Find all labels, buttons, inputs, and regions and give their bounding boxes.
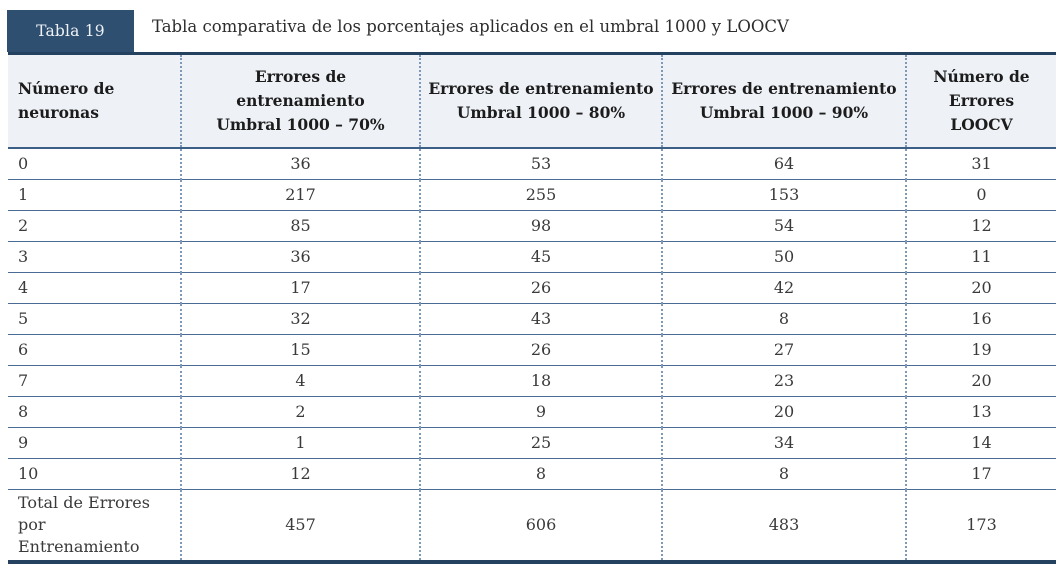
cell-errors-loocv: 14 xyxy=(905,427,1056,459)
header-line: LOOCV xyxy=(950,115,1013,134)
cell-errors-90: 27 xyxy=(661,334,906,366)
table-header: Número de neuronas Errores de entrenamie… xyxy=(8,53,1056,149)
header-line: Número de xyxy=(18,79,115,98)
header-neurons: Número de neuronas xyxy=(8,53,181,149)
cell-errors-80: 9 xyxy=(419,396,662,428)
table-total-row: Total de Errores por Entrenamiento 457 6… xyxy=(8,489,1056,562)
cell-errors-70: 4 xyxy=(180,365,420,397)
cell-errors-70: 85 xyxy=(180,210,420,242)
cell-errors-loocv: 20 xyxy=(905,272,1056,304)
cell-neurons: 7 xyxy=(8,365,181,397)
cell-neurons: 8 xyxy=(8,396,181,428)
header-errors-90: Errores de entrenamiento Umbral 1000 – 9… xyxy=(661,53,906,149)
cell-errors-70: 1 xyxy=(180,427,420,459)
cell-errors-90: 64 xyxy=(661,148,906,180)
cell-errors-70: 15 xyxy=(180,334,420,366)
cell-errors-90: 50 xyxy=(661,241,906,273)
table-row: 1 217 255 153 0 xyxy=(8,179,1056,211)
header-errors-70: Errores de entrenamiento Umbral 1000 – 7… xyxy=(180,53,420,149)
cell-neurons: 5 xyxy=(8,303,181,335)
table-number-label: Tabla 19 xyxy=(36,22,105,40)
cell-errors-loocv: 31 xyxy=(905,148,1056,180)
table-row: 7 4 18 23 20 xyxy=(8,365,1056,397)
header-line: Umbral 1000 – 70% xyxy=(216,115,385,134)
header-errors-loocv: Número de Errores LOOCV xyxy=(905,53,1056,149)
cell-errors-90: 34 xyxy=(661,427,906,459)
cell-neurons: 10 xyxy=(8,458,181,490)
cell-errors-80: 26 xyxy=(419,272,662,304)
cell-errors-70: 17 xyxy=(180,272,420,304)
table-row: 6 15 26 27 19 xyxy=(8,334,1056,366)
cell-errors-80: 8 xyxy=(419,458,662,490)
table-caption: Tabla comparativa de los porcentajes apl… xyxy=(152,16,789,36)
cell-errors-loocv: 12 xyxy=(905,210,1056,242)
header-line: Umbral 1000 – 90% xyxy=(699,103,869,122)
cell-errors-80: 43 xyxy=(419,303,662,335)
table-row: 2 85 98 54 12 xyxy=(8,210,1056,242)
cell-errors-80: 18 xyxy=(419,365,662,397)
cell-errors-loocv: 17 xyxy=(905,458,1056,490)
table-row: 3 36 45 50 11 xyxy=(8,241,1056,273)
cell-errors-80: 45 xyxy=(419,241,662,273)
cell-errors-90: 42 xyxy=(661,272,906,304)
cell-errors-70: 36 xyxy=(180,241,420,273)
cell-errors-70: 32 xyxy=(180,303,420,335)
table-number-badge: Tabla 19 xyxy=(7,10,134,52)
table-row: 4 17 26 42 20 xyxy=(8,272,1056,304)
cell-errors-90: 23 xyxy=(661,365,906,397)
header-line: Umbral 1000 – 80% xyxy=(456,103,626,122)
cell-errors-70: 12 xyxy=(180,458,420,490)
cell-total-70: 457 xyxy=(180,489,420,562)
cell-errors-70: 2 xyxy=(180,396,420,428)
cell-errors-80: 25 xyxy=(419,427,662,459)
cell-total-80: 606 xyxy=(419,489,662,562)
comparison-table: Número de neuronas Errores de entrenamie… xyxy=(8,52,1056,564)
cell-errors-80: 53 xyxy=(419,148,662,180)
cell-neurons: 3 xyxy=(8,241,181,273)
cell-neurons: 4 xyxy=(8,272,181,304)
cell-neurons: 2 xyxy=(8,210,181,242)
cell-errors-loocv: 13 xyxy=(905,396,1056,428)
cell-errors-80: 98 xyxy=(419,210,662,242)
table-row: 9 1 25 34 14 xyxy=(8,427,1056,459)
header-row: Número de neuronas Errores de entrenamie… xyxy=(8,53,1056,149)
cell-errors-90: 8 xyxy=(661,303,906,335)
cell-errors-90: 20 xyxy=(661,396,906,428)
cell-total-loocv: 173 xyxy=(905,489,1056,562)
cell-neurons: 6 xyxy=(8,334,181,366)
comparison-table-wrapper: Número de neuronas Errores de entrenamie… xyxy=(8,52,1056,564)
cell-total-label: Total de Errores por Entrenamiento xyxy=(18,492,150,556)
cell-errors-loocv: 20 xyxy=(905,365,1056,397)
cell-errors-loocv: 16 xyxy=(905,303,1056,335)
cell-errors-loocv: 0 xyxy=(905,179,1056,211)
cell-errors-loocv: 11 xyxy=(905,241,1056,273)
table-caption-strip: Tabla 19 Tabla comparativa de los porcen… xyxy=(0,0,1063,52)
header-errors-80: Errores de entrenamiento Umbral 1000 – 8… xyxy=(419,53,662,149)
cell-errors-90: 54 xyxy=(661,210,906,242)
header-line: Número de xyxy=(933,67,1030,86)
table-row: 5 32 43 8 16 xyxy=(8,303,1056,335)
table-row: 8 2 9 20 13 xyxy=(8,396,1056,428)
cell-errors-80: 26 xyxy=(419,334,662,366)
cell-total-90: 483 xyxy=(661,489,906,562)
header-line: Errores de entrenamiento xyxy=(671,79,897,98)
cell-errors-90: 8 xyxy=(661,458,906,490)
cell-errors-70: 36 xyxy=(180,148,420,180)
cell-errors-70: 217 xyxy=(180,179,420,211)
cell-neurons: 9 xyxy=(8,427,181,459)
table-body: 0 36 53 64 31 1 217 255 153 0 2 85 98 xyxy=(8,148,1056,562)
cell-errors-loocv: 19 xyxy=(905,334,1056,366)
header-line: Errores de entrenamiento xyxy=(236,67,365,110)
table-row: 0 36 53 64 31 xyxy=(8,148,1056,180)
header-line: Errores xyxy=(948,91,1015,110)
header-line: neuronas xyxy=(18,103,99,122)
cell-neurons: 0 xyxy=(8,148,181,180)
table-row: 10 12 8 8 17 xyxy=(8,458,1056,490)
cell-errors-80: 255 xyxy=(419,179,662,211)
cell-errors-90: 153 xyxy=(661,179,906,211)
cell-neurons: 1 xyxy=(8,179,181,211)
header-line: Errores de entrenamiento xyxy=(428,79,654,98)
